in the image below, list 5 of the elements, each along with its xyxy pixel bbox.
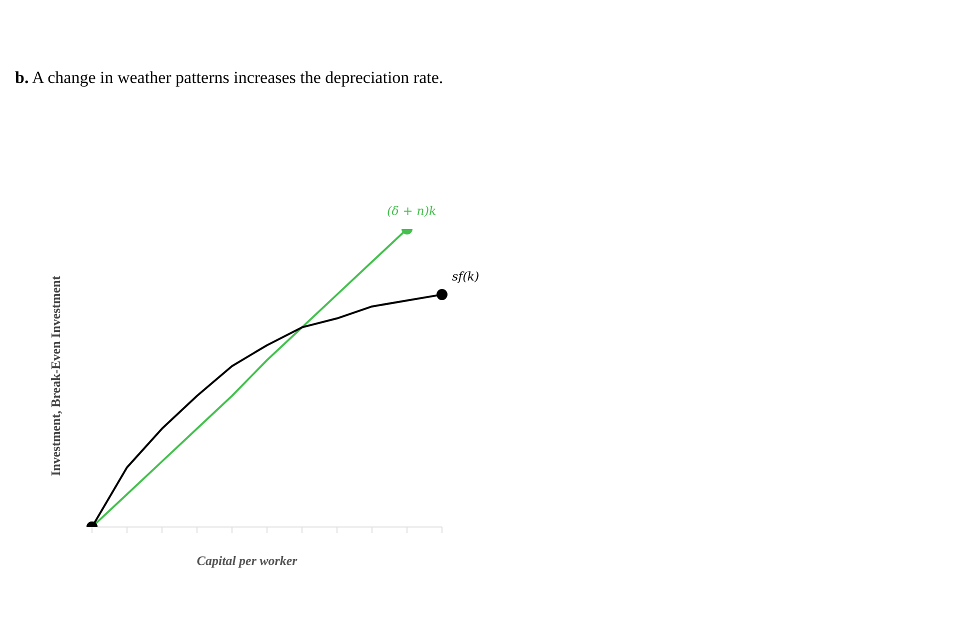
x-axis-title: Capital per worker [196,553,298,568]
series-label: sf(k) [452,270,480,284]
chart-title: b. A change in weather patterns increases the depreciation rate. [15,68,444,88]
series-label: (δ + n)k [387,204,436,218]
y-axis-title: Investment, Break-Even Investment [48,276,64,476]
